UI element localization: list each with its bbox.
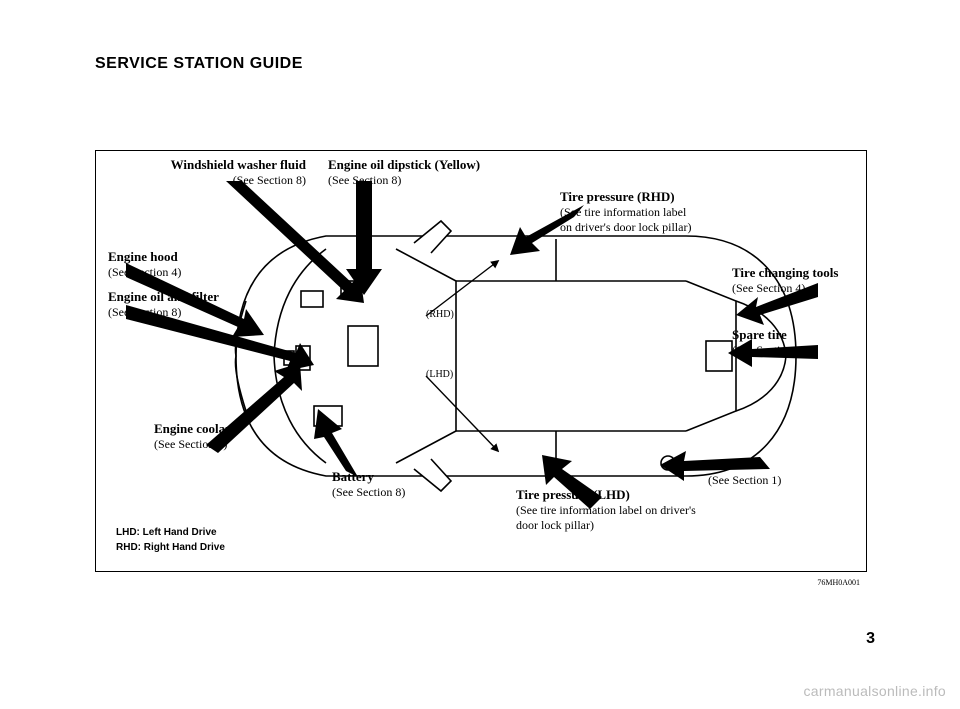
callout-sub: (See Section 4) [732,281,838,296]
callout-hood: Engine hood (See Section 4) [108,249,181,280]
callout-title: Tire pressure (RHD) [560,189,691,205]
callout-sub: (See Section 8) [328,173,480,188]
watermark: carmanualsonline.info [804,683,947,699]
callout-sub: (See Section 8) [154,437,237,452]
callout-tp-lhd: Tire pressure (LHD) (See tire informatio… [516,487,696,533]
callout-dipstick: Engine oil dipstick (Yellow) (See Sectio… [328,157,480,188]
callout-tp-rhd: Tire pressure (RHD) (See tire informatio… [560,189,691,235]
legend: LHD: Left Hand Drive RHD: Right Hand Dri… [116,525,225,555]
callout-title: Windshield washer fluid [136,157,306,173]
callout-title: Tire pressure (LHD) [516,487,696,503]
callout-title: Battery [332,469,405,485]
callout-sub: (See Section 8) [136,173,306,188]
callout-title: Engine oil dipstick (Yellow) [328,157,480,173]
page-title: SERVICE STATION GUIDE [95,55,303,73]
callout-tools: Tire changing tools (See Section 4) [732,265,838,296]
page: SERVICE STATION GUIDE [0,0,960,709]
callout-fuel: Fuel (See Section 1) [708,457,781,488]
callout-sub: (See Section 4) [108,265,181,280]
callout-title: Tire changing tools [732,265,838,281]
callout-title: Engine hood [108,249,181,265]
callout-battery: Battery (See Section 8) [332,469,405,500]
callout-title: Engine coolant [154,421,237,437]
callout-oil: Engine oil and filter (See Section 8) [108,289,219,320]
callout-sub: (See Section 8) [732,343,805,358]
figure-code: 76MH0A001 [817,578,860,587]
callout-coolant: Engine coolant (See Section 8) [154,421,237,452]
legend-lhd: LHD: Left Hand Drive [116,525,225,540]
callout-title: Engine oil and filter [108,289,219,305]
callout-title: Spare tire [732,327,805,343]
callout-sub: (See Section 8) [332,485,405,500]
callout-sub: on driver's door lock pillar) [560,220,691,235]
callout-sub: (See Section 1) [708,473,781,488]
callout-sub: (See Section 8) [108,305,219,320]
callout-sub: door lock pillar) [516,518,696,533]
callout-title: Fuel [708,457,781,473]
diagram-svg [96,151,866,571]
inline-label-rhd: (RHD) [426,309,454,320]
callout-washer: Windshield washer fluid (See Section 8) [136,157,306,188]
callout-sub: (See tire information label [560,205,691,220]
callout-sub: (See tire information label on driver's [516,503,696,518]
page-number: 3 [866,630,875,648]
legend-rhd: RHD: Right Hand Drive [116,540,225,555]
callout-spare: Spare tire (See Section 8) [732,327,805,358]
diagram-frame: Windshield washer fluid (See Section 8) … [95,150,867,572]
inline-label-lhd: (LHD) [426,369,453,380]
